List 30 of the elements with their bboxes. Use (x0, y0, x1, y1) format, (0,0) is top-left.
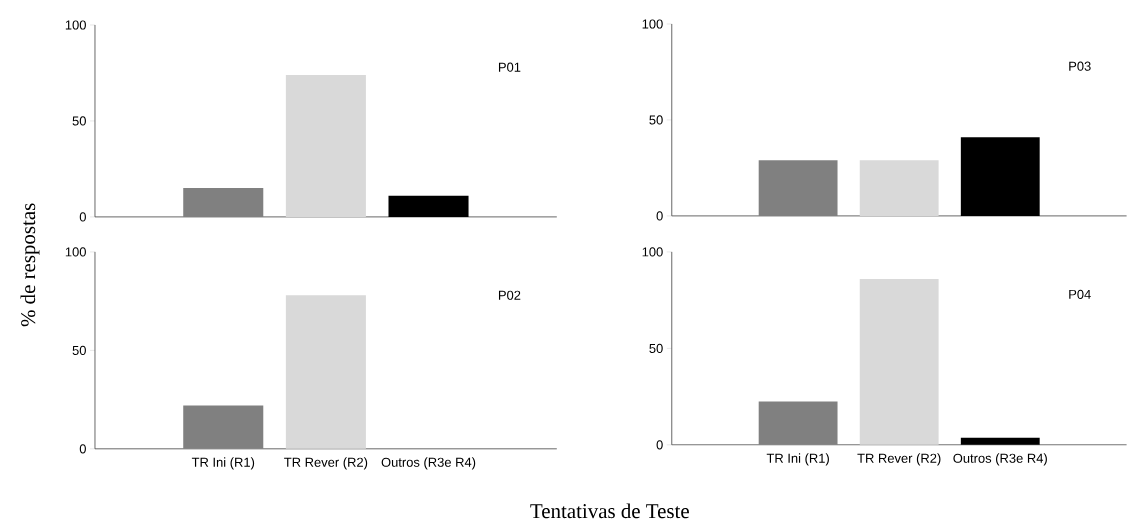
bar (960, 437, 1040, 445)
y-tick-label: 100 (65, 247, 86, 257)
y-tick-label: 50 (72, 116, 86, 126)
y-tick-label: 0 (656, 440, 663, 450)
y-tick-label: 50 (649, 343, 663, 354)
bar (183, 188, 264, 217)
x-tick-label: Outros (R3e R4) (953, 453, 1047, 466)
x-tick-label: TR Ini (R1) (766, 453, 829, 466)
annotation: P01 (498, 62, 521, 72)
y-tick-label: 0 (79, 444, 86, 454)
annotation: P02 (498, 290, 521, 300)
y-tick-label: 100 (642, 19, 663, 29)
x-axis-title: Tentativas de Teste (530, 503, 689, 519)
bar (758, 401, 838, 445)
bar (285, 74, 366, 217)
y-tick-label: 0 (656, 211, 663, 221)
annotation: P04 (1069, 289, 1091, 300)
x-tick-label: TR Rever (R2) (284, 457, 368, 470)
y-tick-label: 100 (65, 20, 86, 30)
y-tick-label: 100 (642, 247, 663, 257)
bar (859, 279, 939, 445)
y-axis-title: % de respostas (20, 203, 40, 327)
y-tick-label: 50 (72, 345, 86, 356)
x-tick-label: TR Ini (R1) (191, 457, 255, 470)
y-tick-label: 0 (79, 212, 86, 222)
y-tick-label: 50 (649, 115, 663, 125)
bar (388, 195, 469, 217)
annotation: P03 (1069, 61, 1091, 71)
x-tick-label: TR Rever (R2) (857, 453, 941, 466)
x-tick-label: Outros (R3e R4) (381, 457, 476, 470)
